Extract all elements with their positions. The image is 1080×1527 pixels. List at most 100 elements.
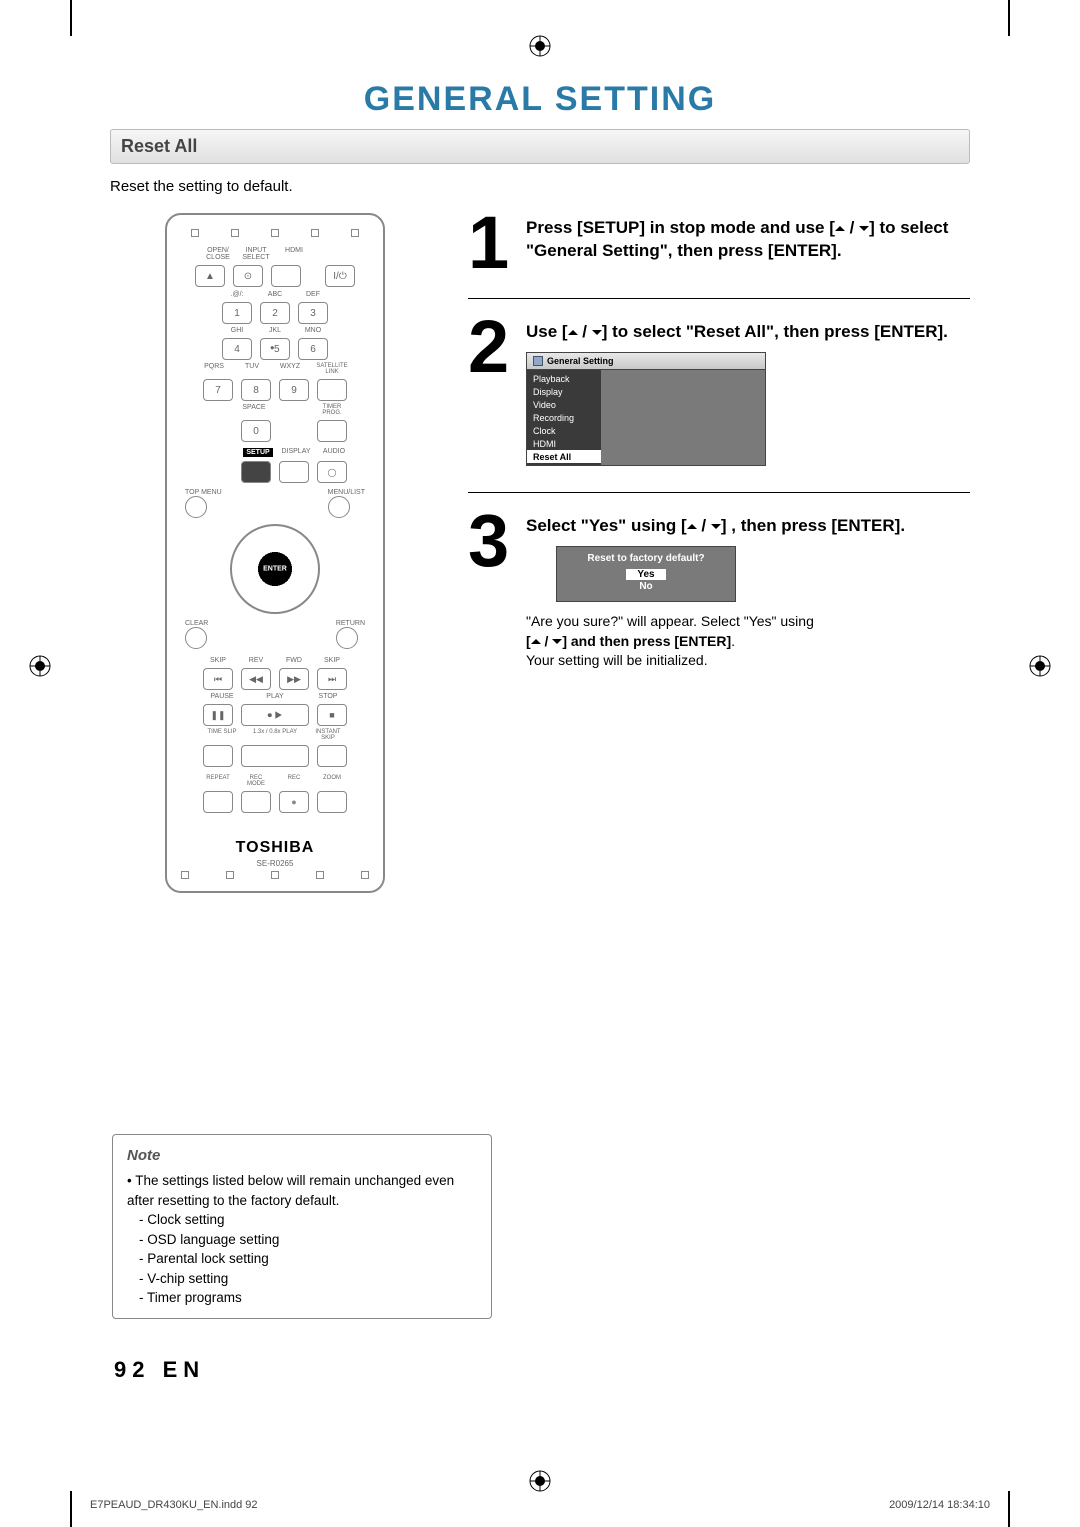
note-item: - V-chip setting bbox=[139, 1269, 477, 1289]
remote-label: AUDIO bbox=[319, 448, 349, 457]
page-number: 92 EN bbox=[114, 1357, 205, 1383]
remote-btn: 7 bbox=[203, 379, 233, 401]
menu-icon bbox=[533, 356, 543, 366]
note-item: - Parental lock setting bbox=[139, 1249, 477, 1269]
remote-label: TUV bbox=[237, 363, 267, 375]
remote-label: INSTANT SKIP bbox=[313, 729, 343, 741]
remote-btn: ❚❚ bbox=[203, 704, 233, 726]
remote-btn: 0 bbox=[241, 420, 271, 442]
step-3: 3 Select "Yes" using [ / ] , then press … bbox=[468, 511, 970, 671]
remote-label: JKL bbox=[260, 327, 290, 334]
remote-label: INPUT SELECT bbox=[241, 247, 271, 261]
step-number: 1 bbox=[468, 213, 514, 272]
remote-btn: 4 bbox=[222, 338, 252, 360]
remote-label: HDMI bbox=[279, 247, 309, 261]
remote-label: 1.3x / 0.8x PLAY bbox=[245, 729, 305, 741]
remote-label: PLAY bbox=[245, 693, 305, 700]
menu-item: HDMI bbox=[527, 437, 601, 450]
remote-label: REC bbox=[279, 775, 309, 787]
remote-btn bbox=[241, 791, 271, 813]
footer-right: 2009/12/14 18:34:10 bbox=[889, 1499, 990, 1511]
remote-btn: 1 bbox=[222, 302, 252, 324]
remote-label: TOP MENU bbox=[185, 489, 222, 496]
remote-btn bbox=[203, 745, 233, 767]
remote-btn: ⊙ bbox=[233, 265, 263, 287]
remote-label: PAUSE bbox=[207, 693, 237, 700]
remote-label: RETURN bbox=[336, 620, 365, 627]
remote-label: SPACE bbox=[239, 404, 269, 416]
note-lead: • The settings listed below will remain … bbox=[127, 1171, 477, 1210]
step-title: Press [SETUP] in stop mode and use [ / ]… bbox=[526, 217, 970, 263]
down-icon bbox=[592, 330, 602, 335]
remote-label: ZOOM bbox=[317, 775, 347, 787]
remote-label: REPEAT bbox=[203, 775, 233, 787]
remote-label: SETUP bbox=[243, 448, 273, 457]
dialog-option-no: No bbox=[626, 581, 666, 592]
dialog-option-yes: Yes bbox=[626, 569, 666, 580]
remote-btn: ⏺5 bbox=[260, 338, 290, 360]
intro-text: Reset the setting to default. bbox=[110, 178, 970, 195]
remote-label: CLEAR bbox=[185, 620, 208, 627]
down-icon bbox=[552, 639, 562, 644]
remote-label: SATELLITE LINK bbox=[313, 363, 351, 375]
remote-btn bbox=[203, 791, 233, 813]
remote-label: PQRS bbox=[199, 363, 229, 375]
remote-label: DEF bbox=[298, 291, 328, 298]
reg-mark-icon bbox=[28, 654, 52, 678]
remote-btn: I/⏻ bbox=[325, 265, 355, 287]
menu-item: Display bbox=[527, 385, 601, 398]
remote-btn bbox=[241, 745, 309, 767]
remote-btn: ⏭ bbox=[317, 668, 347, 690]
remote-btn: ■ bbox=[317, 704, 347, 726]
remote-label: TIMER PROG. bbox=[315, 404, 349, 416]
setup-button bbox=[241, 461, 271, 483]
remote-btn bbox=[185, 496, 207, 518]
dialog-question: Reset to factory default? bbox=[557, 553, 735, 564]
remote-btn: 3 bbox=[298, 302, 328, 324]
reset-dialog: Reset to factory default? Yes No bbox=[556, 546, 736, 602]
remote-btn: ▲ bbox=[195, 265, 225, 287]
remote-label: GHI bbox=[222, 327, 252, 334]
menu-item: Playback bbox=[527, 372, 601, 385]
section-heading: Reset All bbox=[110, 129, 970, 164]
remote-btn bbox=[317, 420, 347, 442]
menu-item: Reset All bbox=[527, 450, 601, 463]
note-title: Note bbox=[127, 1145, 477, 1167]
remote-btn: 9 bbox=[279, 379, 309, 401]
note-item: - Clock setting bbox=[139, 1210, 477, 1230]
general-setting-menu: General Setting PlaybackDisplayVideoReco… bbox=[526, 352, 766, 466]
step-1: 1 Press [SETUP] in stop mode and use [ /… bbox=[468, 213, 970, 272]
up-icon bbox=[835, 226, 845, 231]
remote-label: TIME SLIP bbox=[207, 729, 237, 741]
down-icon bbox=[711, 524, 721, 529]
menu-item: Clock bbox=[527, 424, 601, 437]
remote-label: WXYZ bbox=[275, 363, 305, 375]
remote-btn bbox=[185, 627, 207, 649]
remote-label bbox=[317, 247, 347, 261]
up-icon bbox=[568, 330, 578, 335]
remote-btn bbox=[317, 379, 347, 401]
up-icon bbox=[531, 639, 541, 644]
step-aftertext: "Are you sure?" will appear. Select "Yes… bbox=[526, 612, 970, 671]
remote-btn bbox=[317, 791, 347, 813]
remote-btn bbox=[317, 745, 347, 767]
remote-btn: ◯ bbox=[317, 461, 347, 483]
step-title: Select "Yes" using [ / ] , then press [E… bbox=[526, 515, 970, 538]
menu-item: Video bbox=[527, 398, 601, 411]
remote-btn: ● bbox=[279, 791, 309, 813]
note-item: - Timer programs bbox=[139, 1288, 477, 1308]
remote-btn bbox=[328, 496, 350, 518]
remote-label: STOP bbox=[313, 693, 343, 700]
remote-label: SKIP bbox=[317, 657, 347, 664]
remote-label: REC MODE bbox=[241, 775, 271, 787]
remote-btn: ◀◀ bbox=[241, 668, 271, 690]
step-title: Use [ / ] to select "Reset All", then pr… bbox=[526, 321, 970, 344]
remote-label: MNO bbox=[298, 327, 328, 334]
remote-label: OPEN/ CLOSE bbox=[203, 247, 233, 261]
step-2: 2 Use [ / ] to select "Reset All", then … bbox=[468, 317, 970, 466]
remote-btn bbox=[271, 265, 301, 287]
up-icon bbox=[687, 524, 697, 529]
remote-btn: ▶▶ bbox=[279, 668, 309, 690]
remote-btn: 2 bbox=[260, 302, 290, 324]
remote-label: .@/: bbox=[222, 291, 252, 298]
